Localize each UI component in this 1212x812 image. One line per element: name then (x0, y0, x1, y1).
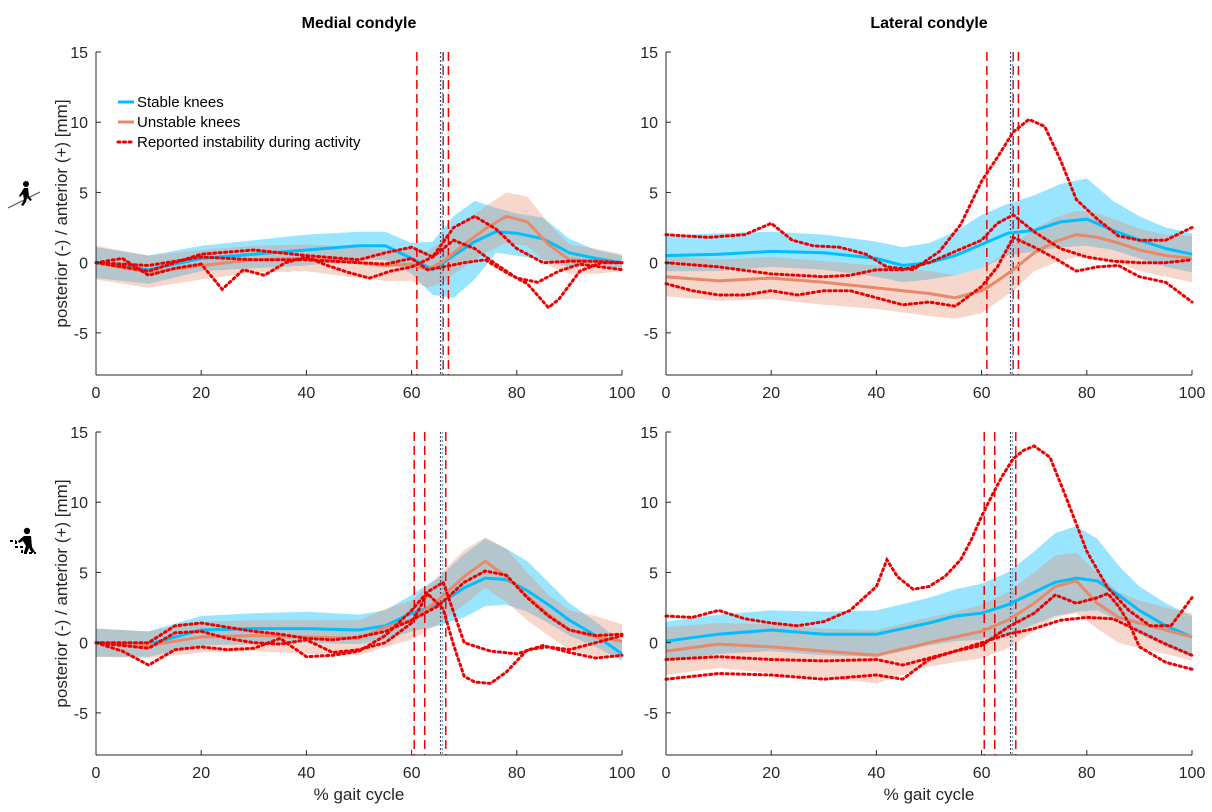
series-reported-instability: Reported instability during activity (664, 213, 1194, 279)
series-reported-instability: Reported instability during activity (94, 238, 624, 292)
y-tick-label: 10 (640, 115, 658, 132)
y-tick-label: -5 (74, 326, 88, 343)
series-stable-knees: Stable knees (665, 217, 1193, 268)
sd-band-unstable (666, 210, 1192, 319)
icon-head (23, 181, 29, 187)
y-tick-label: 0 (649, 256, 658, 273)
x-tick-label: 0 (92, 385, 101, 402)
x-tick-label: 80 (1078, 385, 1096, 402)
y-tick-label: 15 (640, 45, 658, 62)
icon-stairs (10, 540, 36, 554)
x-tick-label: 40 (868, 765, 886, 782)
x-tick-label: 80 (1078, 765, 1096, 782)
legend-item-stable-label: Stable knees (137, 94, 224, 111)
series-reported-instability: Reported instability during activity (94, 569, 624, 645)
x-tick-label: 20 (192, 385, 210, 402)
y-tick-label: 10 (70, 495, 88, 512)
y-tick-label: 0 (79, 256, 88, 273)
x-tick-label: 40 (868, 385, 886, 402)
column-title: Lateral condyle (870, 15, 987, 32)
legend: Stable knees Unstable knees Reported insta… (116, 94, 361, 151)
x-tick-label: 100 (1179, 765, 1206, 782)
y-tick-label: -5 (644, 326, 658, 343)
series-stable-knees: Stable knees (665, 576, 1193, 643)
y-tick-label: 5 (649, 565, 658, 582)
x-axis-label: % gait cycle (314, 785, 405, 804)
x-tick-label: 60 (973, 385, 991, 402)
y-tick-label: 5 (79, 565, 88, 582)
sd-band-stable (666, 178, 1192, 283)
series-reported-instability: Reported instability during activity (664, 235, 1194, 308)
panel-top-left: Stable knees Unstable knees Reported insta… (52, 15, 635, 402)
x-tick-label: 40 (298, 765, 316, 782)
x-tick-label: 100 (609, 385, 636, 402)
icon-body (18, 536, 35, 553)
series-reported-instability: Reported instability during activity (664, 591, 1194, 681)
y-tick-label: 10 (640, 495, 658, 512)
series-reported-instability: Reported instability during activity (664, 615, 1194, 667)
y-tick-label: -5 (644, 706, 658, 723)
downhill-walking-icon (7, 181, 41, 209)
icon-head (23, 527, 31, 535)
column-title: Medial condyle (302, 15, 417, 32)
x-tick-label: 0 (662, 765, 671, 782)
x-tick-label: 20 (762, 765, 780, 782)
y-tick-label: 0 (649, 636, 658, 653)
x-tick-label: 60 (403, 765, 421, 782)
y-tick-label: 15 (640, 425, 658, 442)
y-axis-label: posterior (-) / anterior (+) [mm] (52, 479, 71, 707)
x-tick-label: 20 (762, 385, 780, 402)
x-tick-label: 40 (298, 385, 316, 402)
legend-item-unstable-label: Unstable knees (137, 114, 240, 131)
x-tick-label: 100 (1179, 385, 1206, 402)
series-reported-instability: Reported instability during activity (664, 444, 1194, 628)
y-axis-label: posterior (-) / anterior (+) [mm] (52, 99, 71, 327)
y-tick-label: 15 (70, 425, 88, 442)
x-tick-label: 20 (192, 765, 210, 782)
legend-item-reported-label: Reported instability during activity (137, 134, 361, 151)
x-tick-label: 80 (508, 385, 526, 402)
y-tick-label: 5 (649, 185, 658, 202)
x-tick-label: 0 (662, 385, 671, 402)
x-axis-label: % gait cycle (884, 785, 975, 804)
x-tick-label: 80 (508, 765, 526, 782)
series-unstable-knees: Unstable knees (665, 233, 1193, 300)
series-reported-instability: Reported instability during activity (94, 255, 624, 310)
series-reported-instability: Reported instability during activity (94, 591, 624, 685)
x-tick-label: 60 (973, 765, 991, 782)
y-tick-label: -5 (74, 706, 88, 723)
x-tick-label: 0 (92, 765, 101, 782)
y-tick-label: 15 (70, 45, 88, 62)
stair-descent-icon (10, 527, 36, 554)
x-tick-label: 100 (609, 765, 636, 782)
icon-body (19, 188, 32, 206)
x-tick-label: 60 (403, 385, 421, 402)
y-tick-label: 0 (79, 636, 88, 653)
y-tick-label: 10 (70, 115, 88, 132)
series-reported-instability: Reported instability during activity (664, 117, 1194, 272)
y-tick-label: 5 (79, 185, 88, 202)
